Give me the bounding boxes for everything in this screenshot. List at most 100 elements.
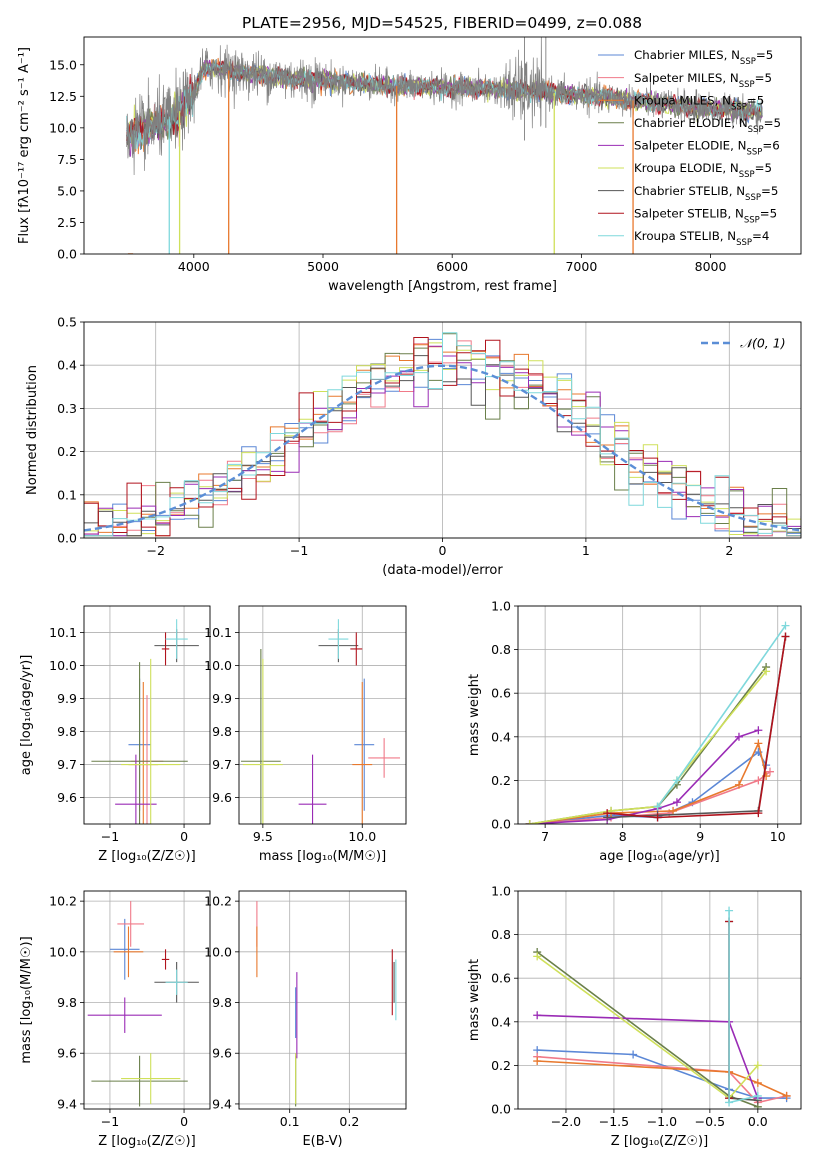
y-tick-label: 0.6: [491, 686, 511, 701]
legend-label: 𝒩(0, 1): [740, 336, 786, 351]
weight-marker: [653, 802, 662, 811]
y-tick-label: 0.0: [57, 247, 77, 262]
x-tick-label: −0.5: [695, 1114, 725, 1129]
y-tick-label: 2.5: [57, 215, 77, 230]
x-tick-label: 6000: [436, 259, 468, 274]
x-tick-label: 0.2: [339, 1114, 359, 1129]
weight-marker: [762, 667, 771, 676]
y-axis-label: Flux [fλ10⁻¹⁷ erg cm⁻² s⁻¹ A⁻¹]: [17, 47, 32, 244]
x-tick-label: 0.0: [748, 1114, 768, 1129]
x-tick-label: −2: [146, 543, 164, 558]
plots-layer: 4000 5000 6000 7000 80000.02.55.07.510.012.5…: [17, 36, 802, 1149]
y-tick-label: 0.4: [57, 358, 77, 373]
y-axis-label: Normed distribution: [25, 365, 40, 495]
legend-label: Salpeter MILES, NSSP=5: [634, 71, 772, 90]
y-axis-label: mass weight: [467, 674, 482, 756]
y-tick-label: 9.6: [212, 1046, 232, 1061]
y-tick-label: 0.3: [57, 401, 77, 416]
weight-marker: [754, 726, 763, 735]
x-tick-label: 10.0: [348, 829, 376, 844]
weight-marker: [754, 739, 763, 748]
y-tick-label: 9.7: [57, 757, 77, 772]
x-tick-label: 9.5: [253, 829, 273, 844]
axes-mass-vs-EBV: 0.1 0.2 9.4 9.6 9.8 10.0 10.2 E(B-V): [204, 891, 406, 1149]
x-tick-label: 5000: [307, 259, 339, 274]
y-tick-label: 10.2: [204, 894, 232, 909]
y-tick-label: 9.8: [212, 995, 232, 1010]
y-tick-label: 1.0: [491, 599, 511, 614]
y-tick-label: 7.5: [57, 152, 77, 167]
axes-frame: [517, 605, 802, 825]
y-tick-label: 12.5: [49, 89, 77, 104]
weight-marker: [753, 1078, 762, 1087]
weight-marker: [781, 621, 790, 630]
y-tick-label: 9.8: [212, 724, 232, 739]
y-tick-label: 1.0: [491, 884, 511, 899]
weight-marker: [753, 1091, 762, 1100]
weight-marker: [603, 809, 612, 818]
y-tick-label: 10.0: [204, 944, 232, 959]
y-tick-label: 0.6: [491, 971, 511, 986]
errorbars-age-vs-Z: [91, 619, 199, 824]
y-axis-label: mass weight: [467, 959, 482, 1041]
x-tick-label: 7000: [565, 259, 597, 274]
weight-line: [607, 636, 787, 819]
x-axis-label: Z [log₁₀(Z/Z☉)]: [611, 1134, 708, 1149]
y-tick-label: 9.9: [57, 691, 77, 706]
x-axis-label: Z [log₁₀(Z/Z☉)]: [98, 849, 195, 864]
y-tick-label: 9.8: [57, 724, 77, 739]
y-tick-label: 10.0: [49, 944, 77, 959]
x-tick-label: 2: [725, 543, 733, 558]
y-tick-label: 9.7: [212, 757, 232, 772]
x-tick-label: 0.1: [280, 1114, 300, 1129]
weight-marker: [734, 780, 743, 789]
y-tick-label: 9.6: [57, 1046, 77, 1061]
x-tick-label: 1: [582, 543, 590, 558]
weight-marker: [672, 776, 681, 785]
axes-frame: [83, 321, 802, 539]
y-tick-label: 0.4: [491, 729, 511, 744]
legend-label: Kroupa ELODIE, NSSP=5: [634, 161, 772, 180]
errorbars-mass-vs-EBV: [256, 901, 397, 1107]
weight-marker: [725, 1098, 734, 1107]
legend-label: Kroupa MILES, NSSP=5: [634, 93, 764, 112]
weight-line: [529, 729, 759, 824]
y-tick-label: 9.8: [57, 995, 77, 1010]
x-tick-label: 0: [439, 543, 447, 558]
x-axis-label: age [log₁₀(age/yr)]: [599, 849, 720, 864]
weight-marker: [782, 1091, 791, 1100]
x-tick-label: 0: [180, 829, 188, 844]
weight-marker: [533, 1057, 542, 1066]
y-tick-label: 10.0: [49, 658, 77, 673]
x-tick-label: 9: [696, 829, 704, 844]
y-tick-label: 0.8: [491, 642, 511, 657]
weight-marker: [533, 952, 542, 961]
histogram-8: [84, 332, 801, 537]
legend-label: Salpeter ELODIE, NSSP=6: [634, 139, 780, 158]
errorbars-mass-vs-Z: [87, 901, 199, 1107]
weight-marker: [734, 732, 743, 741]
y-tick-label: 0.2: [491, 1058, 511, 1073]
x-axis-label: mass [log₁₀(M/M☉)]: [259, 849, 386, 864]
x-axis-label: E(B-V): [302, 1134, 342, 1149]
errorbars-age-vs-mass: [240, 619, 401, 824]
legend-label: Kroupa STELIB, NSSP=4: [634, 229, 769, 248]
axes-spectrum: 4000 5000 6000 7000 8000 0.0 2.5 5.0 7.5 10.0 12.5…: [17, 47, 727, 294]
weight-marker: [781, 632, 790, 641]
y-tick-label: 0.1: [57, 487, 77, 502]
x-tick-label: −1.5: [599, 1114, 629, 1129]
x-tick-label: 10: [770, 829, 786, 844]
weight-marker: [533, 1011, 542, 1020]
y-tick-label: 10.1: [204, 625, 232, 640]
weight-marker: [669, 806, 678, 815]
weight-marker: [765, 767, 774, 776]
axes-age-vs-Z: −1 0 9.6 9.7 9.8 9.9 10.0 10.1 Z [log₁₀(Z/Z☉)] ag…: [19, 606, 210, 864]
y-tick-label: 5.0: [57, 183, 77, 198]
x-tick-label: −1: [101, 1114, 119, 1129]
weight-marker: [725, 906, 734, 915]
y-tick-label: 9.6: [212, 790, 232, 805]
legend-label: Chabrier ELODIE, NSSP=5: [634, 116, 781, 135]
x-axis-label: wavelength [Angstrom, rest frame]: [328, 279, 557, 294]
